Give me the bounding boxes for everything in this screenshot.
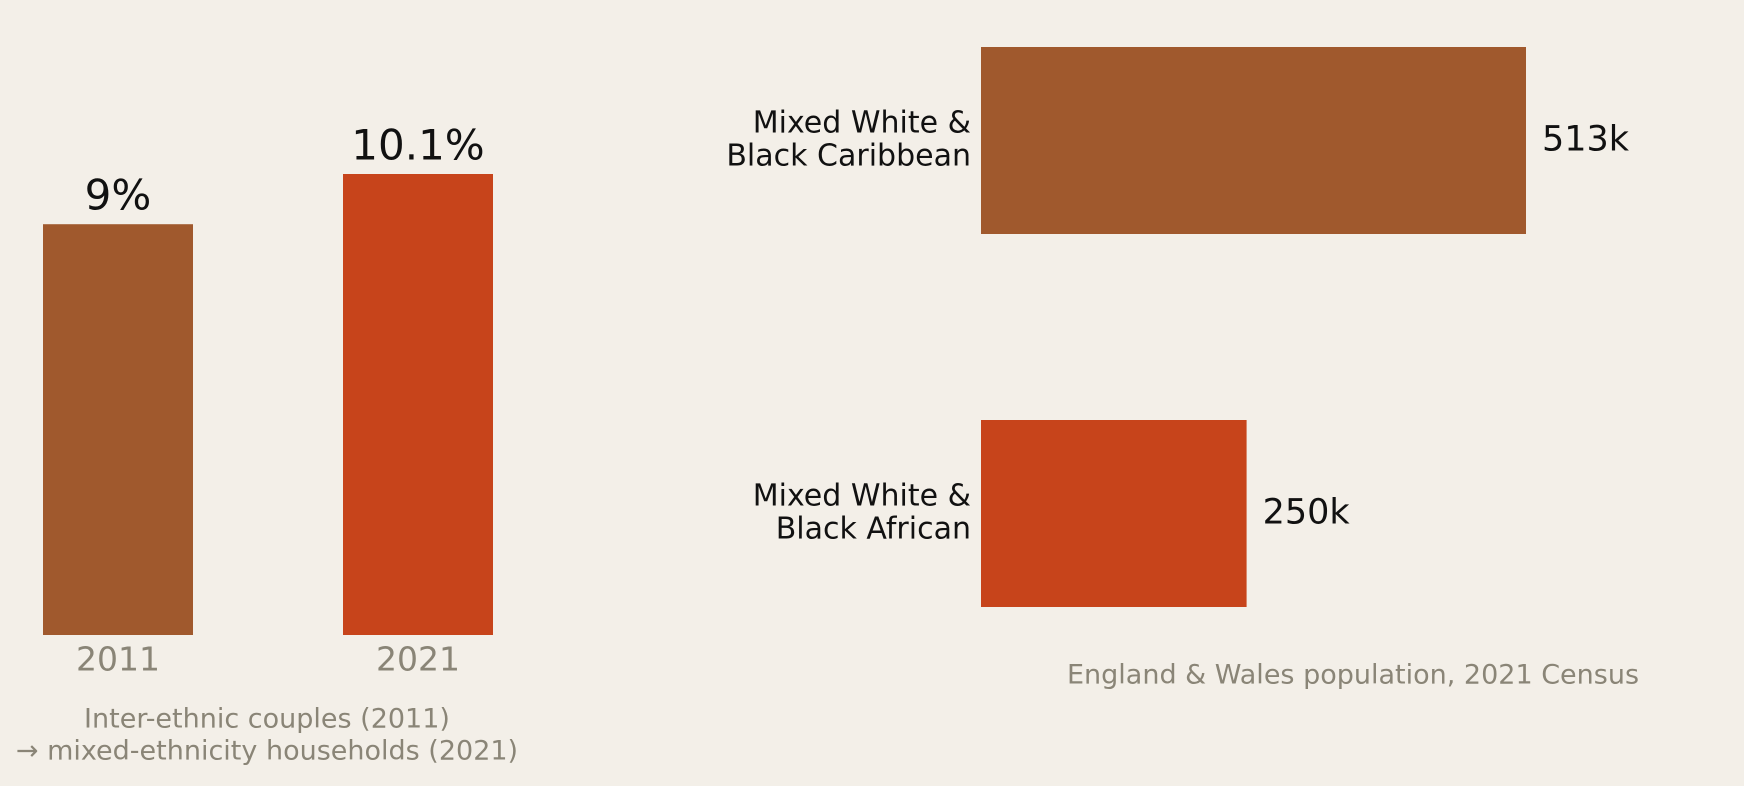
y-tick-label: Black Caribbean [726,139,971,174]
x-axis-label: → mixed-ethnicity households (2021) [16,736,518,767]
bar [981,420,1247,607]
y-tick-label: Mixed White & [753,106,971,141]
x-tick-label: 2021 [376,640,460,679]
y-tick-label: Mixed White & [753,479,971,514]
value-label: 250k [1263,493,1351,533]
value-label: 9% [85,171,152,220]
x-tick-label: 2011 [76,640,160,679]
bar [343,174,493,635]
bar [981,47,1526,234]
x-axis-label: England & Wales population, 2021 Census [1067,660,1639,691]
value-label: 10.1% [351,121,484,170]
value-label: 513k [1542,120,1630,160]
y-tick-label: Black African [776,512,971,547]
bar [43,224,193,635]
x-axis-label: Inter-ethnic couples (2011) [84,704,450,735]
